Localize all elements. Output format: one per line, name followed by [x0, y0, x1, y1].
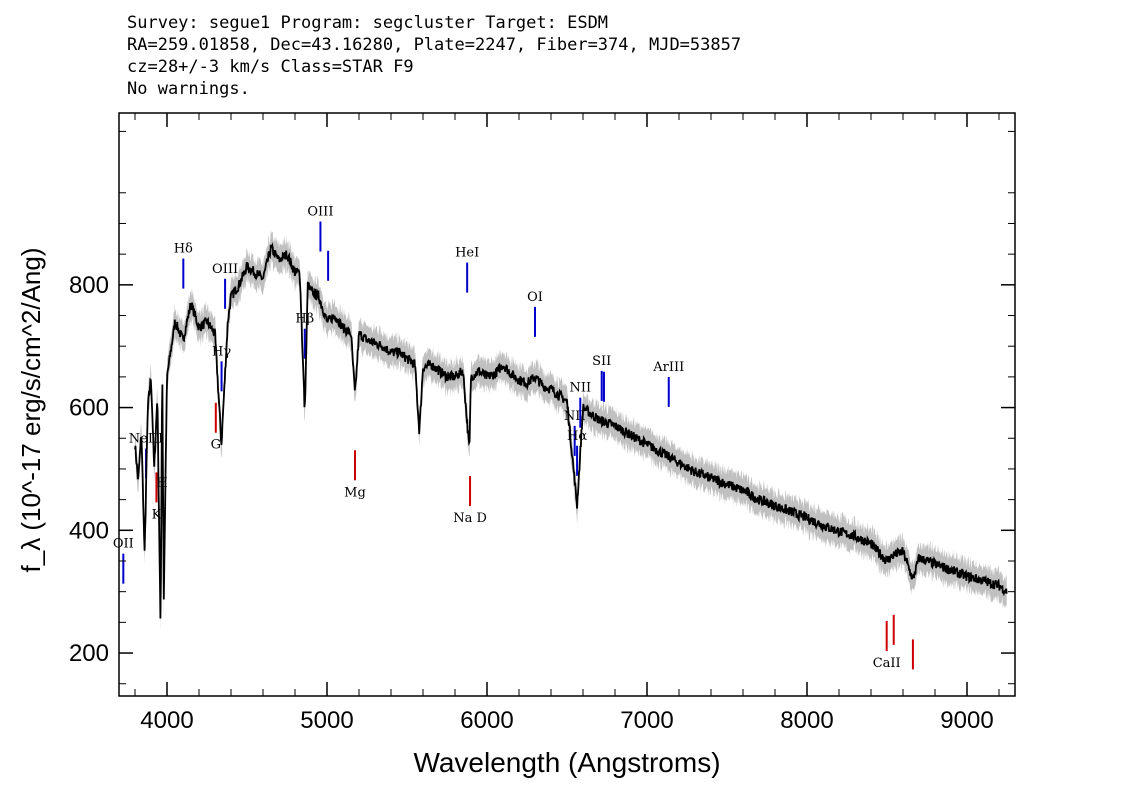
spectrum-header: Survey: segue1 Program: segcluster Targe…: [127, 12, 741, 100]
header-redshift-line: cz=28+/-3 km/s Class=STAR F9: [127, 57, 414, 77]
emission-line-label-12: NII: [569, 381, 591, 396]
emission-line-label-3: Hγ: [212, 344, 231, 359]
header-coordinates-line: RA=259.01858, Dec=43.16280, Plate=2247, …: [127, 35, 742, 55]
absorption-line-label-2: G: [211, 438, 221, 453]
y-tick-label-2: 600: [69, 395, 109, 422]
emission-line-label-15: ArIII: [652, 360, 684, 375]
absorption-line-label-5: CaII: [873, 656, 901, 671]
x-tick-label-0: 4000: [140, 707, 193, 734]
y-tick-label-0: 200: [69, 640, 109, 667]
x-tick-label-2: 6000: [460, 707, 513, 734]
axes-layer: 4000 5000 6000 7000 8000 9000 200 400 600 800: [69, 112, 1016, 734]
x-axis-label: Wavelength (Angstroms): [413, 747, 720, 778]
header-warnings-line: No warnings.: [127, 79, 250, 99]
emission-line-label-9: OI: [527, 290, 543, 305]
emission-line-label-11: Hα: [567, 429, 587, 444]
y-axis-label: f_λ (10^-17 erg/s/cm^2/Ang): [16, 248, 46, 573]
flux-series-line: [134, 242, 1008, 619]
x-tick-label-1: 5000: [300, 707, 353, 734]
x-tick-label-5: 9000: [940, 707, 993, 734]
x-tick-label-4: 8000: [780, 707, 833, 734]
x-tick-label-3: 7000: [620, 707, 673, 734]
emission-line-label-5: Hβ: [295, 312, 314, 327]
flux-layer: [134, 242, 1008, 619]
emission-line-label-8: HeI: [455, 246, 479, 261]
header-survey-line: Survey: segue1 Program: segcluster Targe…: [127, 13, 609, 33]
emission-line-label-0: OII: [113, 537, 134, 552]
absorption-line-label-0: K: [152, 507, 162, 522]
emission-line-label-6: OIII: [307, 205, 333, 220]
emission-line-label-4: OIII: [212, 262, 238, 277]
absorption-line-label-4: Na D: [453, 511, 487, 526]
emission-line-label-2: Hδ: [174, 242, 193, 257]
absorption-line-label-3: Mg: [344, 485, 366, 500]
y-tick-label-3: 800: [69, 272, 109, 299]
plot-frame: [118, 112, 1016, 697]
y-tick-label-1: 400: [69, 517, 109, 544]
emission-line-label-13: SII: [592, 354, 611, 369]
